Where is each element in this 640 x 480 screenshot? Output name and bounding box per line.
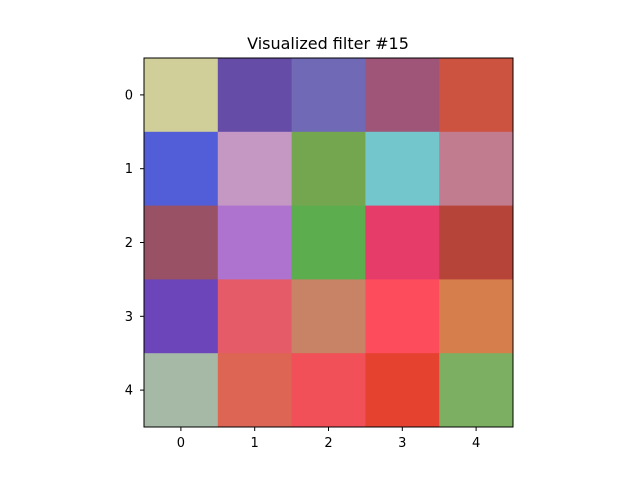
heatmap-cell-r1-c4 [439,131,514,207]
x-tick-label: 0 [177,436,185,451]
x-tick-label: 2 [324,436,332,451]
heatmap-cell-r2-c3 [365,205,440,280]
heatmap-cell-r3-c4 [439,279,514,354]
heatmap-cell-r1-c1 [217,131,293,207]
heatmap-cell-r0-c3 [365,58,440,133]
x-tick-label: 4 [472,436,480,451]
heatmap-cell-r1-c2 [291,131,366,207]
heatmap-cell-r2-c2 [291,205,366,280]
heatmap-cell-r0-c4 [439,58,514,133]
heatmap-cell-r4-c0 [144,353,219,428]
heatmap-cell-r4-c1 [217,353,293,428]
heatmap-cell-r0-c1 [217,58,293,133]
heatmap-cell-r1-c0 [144,131,219,207]
heatmap-cell-r4-c3 [365,353,440,428]
heatmap-cell-r2-c0 [144,205,219,280]
x-tick-label: 3 [398,436,406,451]
heatmap-cell-r3-c0 [144,279,219,354]
chart-title: Visualized filter #15 [247,34,409,53]
heatmap-cell-r1-c3 [365,131,440,207]
y-axis: 0 1 2 3 4 [125,88,144,399]
heatmap-cell-r3-c2 [291,279,366,354]
y-tick-label: 0 [125,88,133,103]
heatmap-cell-r0-c2 [291,58,366,133]
x-tick-label: 1 [251,436,259,451]
heatmap-cell-r4-c2 [291,353,366,428]
y-tick-label: 2 [125,236,133,251]
heatmap-cell-r0-c0 [144,58,219,133]
y-tick-label: 4 [125,384,133,399]
heatmap-cell-r3-c3 [365,279,440,354]
y-tick-label: 1 [125,162,133,177]
heatmap-cells [144,58,514,428]
heatmap-cell-r2-c4 [439,205,514,280]
heatmap-cell-r3-c1 [217,279,293,354]
heatmap-cell-r4-c4 [439,353,514,428]
y-tick-label: 3 [125,310,133,325]
x-axis: 0 1 2 3 4 [177,427,480,451]
heatmap-cell-r2-c1 [217,205,293,280]
